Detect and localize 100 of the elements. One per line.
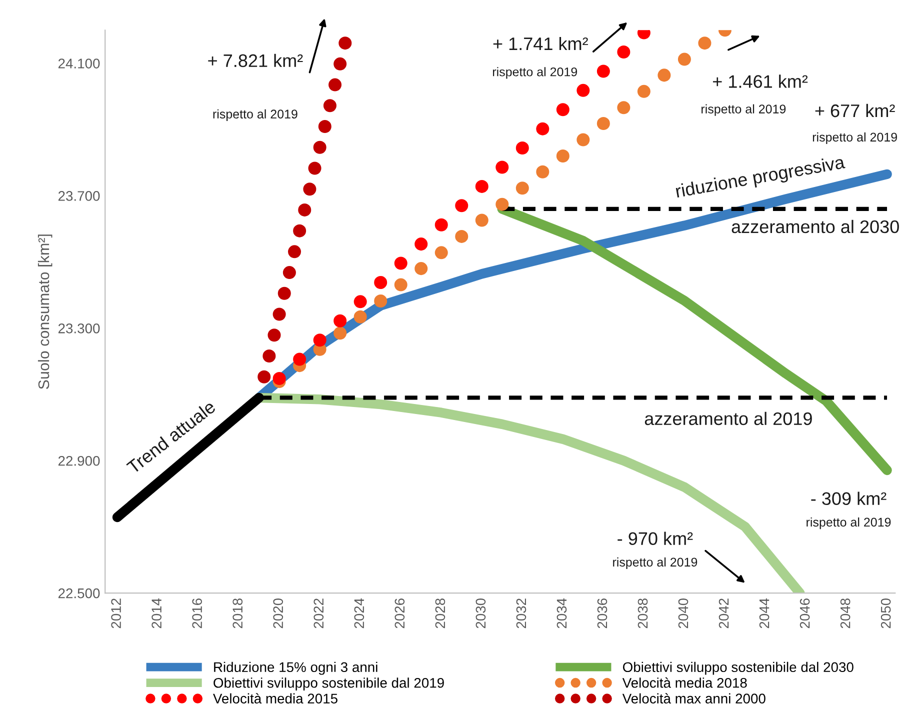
point <box>313 140 326 154</box>
x-tick-label: 2048 <box>840 598 850 628</box>
point <box>414 238 428 251</box>
annotation: riduzione progressiva <box>675 155 846 202</box>
point <box>556 149 570 162</box>
point <box>455 199 468 212</box>
x-tick-label: 2012 <box>111 598 121 628</box>
point <box>338 36 352 50</box>
point <box>556 103 570 116</box>
point <box>374 276 388 289</box>
point <box>313 334 326 347</box>
point <box>617 46 630 59</box>
legend-label: Velocità media 2015 <box>213 693 338 704</box>
point <box>374 294 388 308</box>
annotation: + 7.821 km² <box>208 54 303 68</box>
point <box>596 117 610 130</box>
point <box>516 182 529 195</box>
annotation: rispetto al 2019 <box>213 109 298 121</box>
annotation: rispetto al 2019 <box>492 67 578 79</box>
point <box>496 198 509 211</box>
x-tick-label: 2036 <box>597 598 608 628</box>
point <box>293 352 306 366</box>
point <box>475 180 488 193</box>
point <box>576 133 590 146</box>
point <box>658 68 671 82</box>
point <box>334 57 347 70</box>
point <box>258 370 271 384</box>
annotation: rispetto al 2019 <box>702 104 786 116</box>
y-tick-label: 22.900 <box>58 456 100 466</box>
point <box>516 142 529 155</box>
y-tick-label: 23.700 <box>58 191 100 201</box>
legend-label: Obiettivi sviluppo sostenibile dal 2019 <box>214 678 444 691</box>
y-axis-title: Suolo consumato [km²] <box>38 234 52 390</box>
point <box>328 78 342 92</box>
point <box>334 314 347 328</box>
point <box>576 84 590 97</box>
point <box>354 310 367 324</box>
x-tick-label: 2026 <box>394 598 405 628</box>
point <box>288 245 302 258</box>
point <box>637 84 650 98</box>
point <box>354 295 367 308</box>
annotation: rispetto al 2019 <box>806 517 891 530</box>
annotation: - 309 km² <box>811 492 886 506</box>
y-tick-label: 22.500 <box>58 588 100 598</box>
point <box>414 262 428 276</box>
point <box>298 203 312 216</box>
x-tick-label: 2044 <box>759 598 770 628</box>
point <box>455 230 468 243</box>
point <box>394 278 408 292</box>
x-tick-label: 2038 <box>638 598 648 628</box>
point <box>272 372 286 386</box>
point <box>334 326 347 340</box>
x-tick-label: 2028 <box>435 598 446 628</box>
point <box>278 286 291 300</box>
point <box>318 120 332 134</box>
point <box>536 165 550 178</box>
point <box>293 224 306 238</box>
x-tick-label: 2030 <box>476 598 486 628</box>
point <box>282 266 296 280</box>
point <box>698 36 712 50</box>
point <box>475 214 488 227</box>
annotation: rispetto al 2019 <box>812 132 897 144</box>
legend-label: Velocità max anni 2000 <box>622 693 766 704</box>
x-tick-label: 2024 <box>354 598 364 628</box>
point <box>617 101 630 114</box>
x-tick-label: 2022 <box>314 598 324 628</box>
point <box>496 160 509 174</box>
point <box>303 182 316 196</box>
annotation: rispetto al 2019 <box>613 557 698 570</box>
point <box>262 349 276 362</box>
x-tick-label: 2020 <box>273 598 284 628</box>
point <box>434 218 448 232</box>
legend-label: Obiettivi sviluppo sostenibile dal 2030 <box>622 662 854 675</box>
annotation: azzeramento al 2030 <box>732 220 899 234</box>
point <box>268 328 281 342</box>
legend-label: Riduzione 15% ogni 3 anni <box>214 662 378 675</box>
x-tick-label: 2014 <box>152 598 162 628</box>
point <box>394 256 408 270</box>
x-tick-label: 2042 <box>718 598 729 628</box>
point <box>323 99 336 112</box>
annotation: + 1.741 km² <box>493 36 588 50</box>
annotation: azzeramento al 2019 <box>644 412 812 426</box>
legend-label: Velocità media 2018 <box>622 677 747 688</box>
x-tick-label: 2050 <box>880 598 891 628</box>
y-tick-label: 23.300 <box>58 324 100 334</box>
annotation: + 1.461 km² <box>713 74 808 88</box>
annotation: + 677 km² <box>815 104 895 118</box>
point <box>596 64 610 78</box>
point <box>434 246 448 260</box>
x-tick-label: 2034 <box>556 598 567 628</box>
x-tick-label: 2016 <box>192 598 202 628</box>
x-tick-label: 2018 <box>232 598 243 628</box>
y-tick-label: 24.100 <box>58 58 100 68</box>
point <box>536 122 550 136</box>
x-tick-label: 2046 <box>800 598 810 628</box>
point <box>272 308 286 321</box>
point <box>308 162 322 175</box>
annotation: - 970 km² <box>618 532 693 545</box>
x-tick-label: 2040 <box>678 598 688 628</box>
x-tick-label: 2032 <box>516 598 526 628</box>
